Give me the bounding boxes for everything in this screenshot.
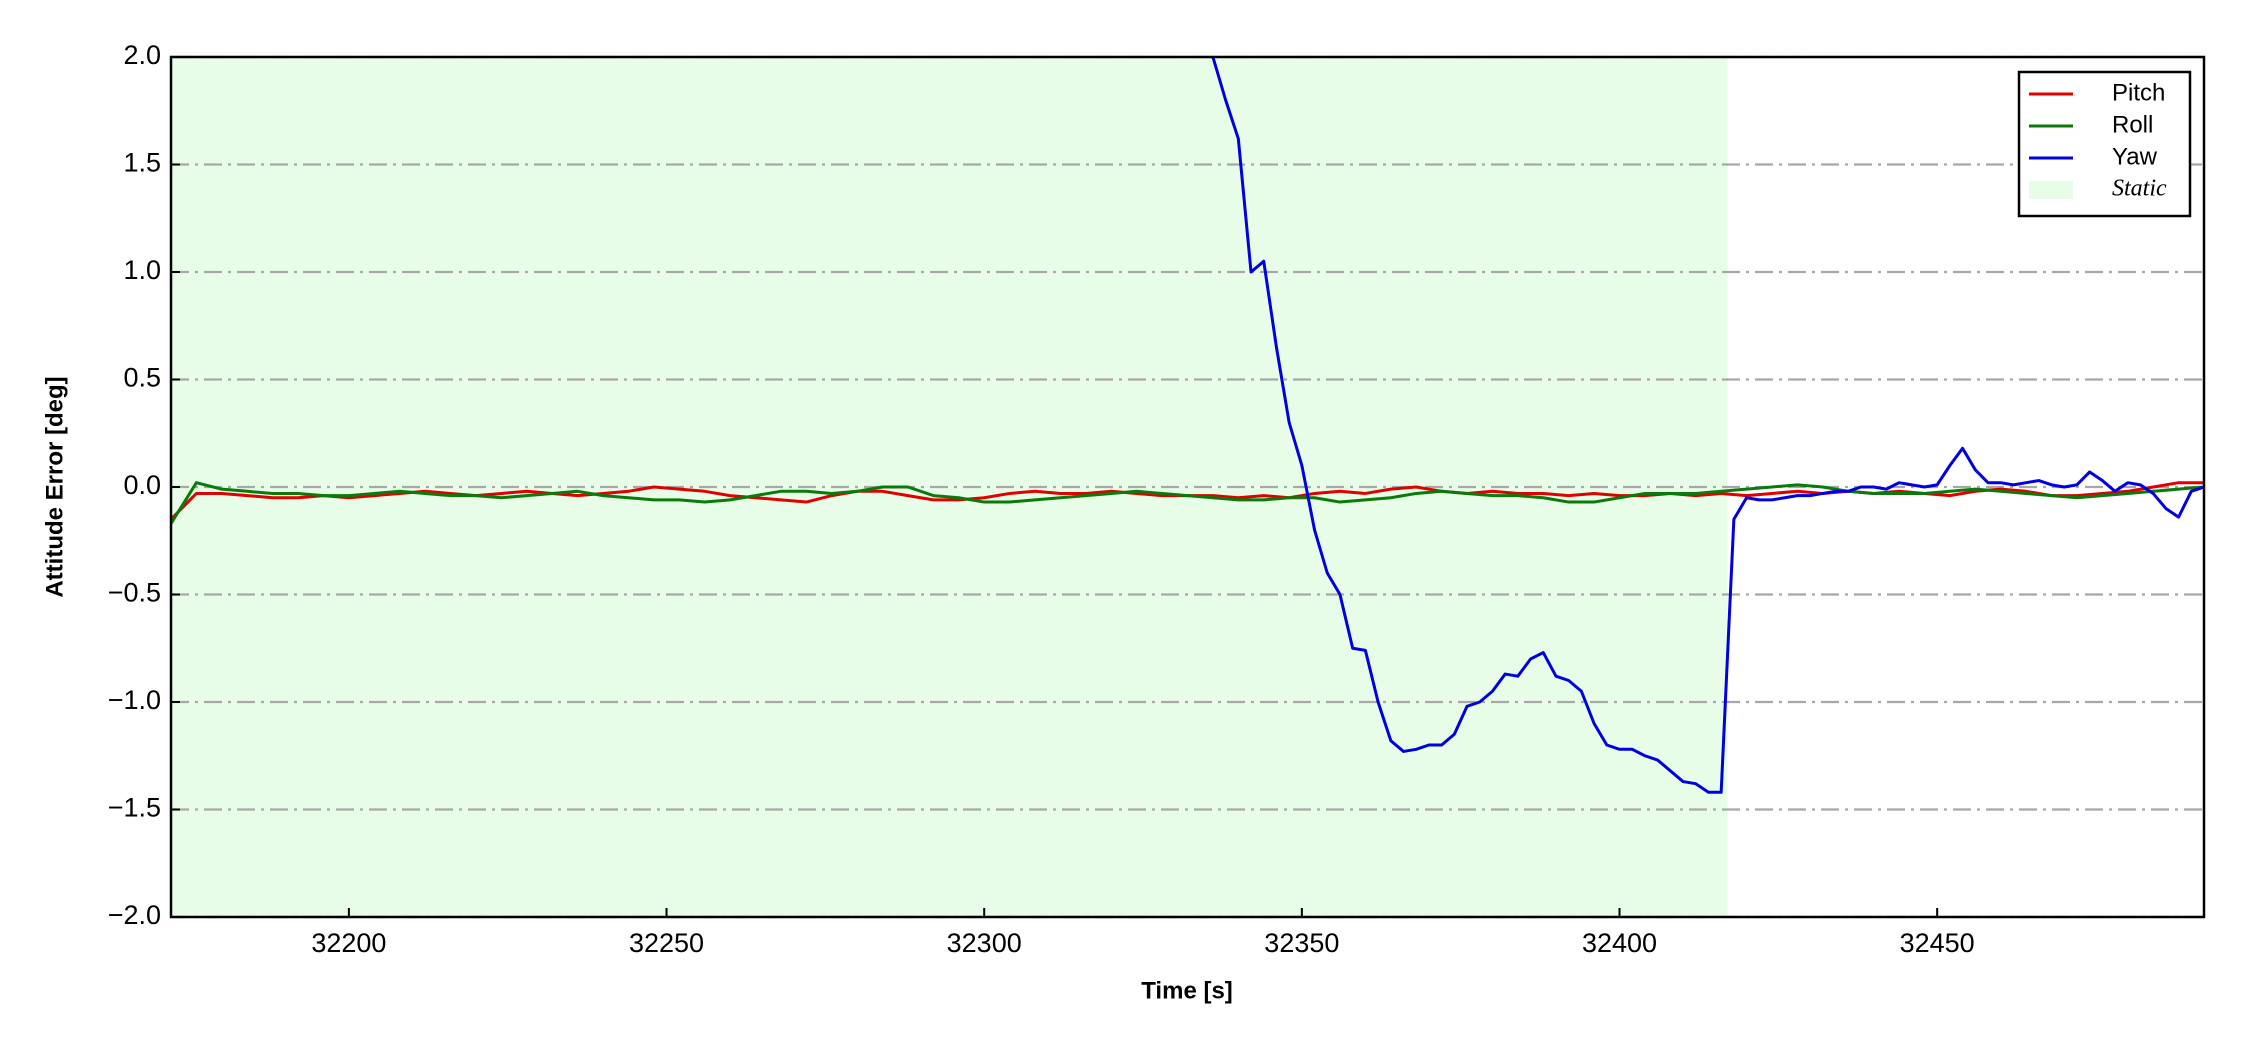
x-tick-label: 32300 [947,928,1022,958]
plot-frame [169,55,2206,919]
y-axis-label: Attitude Error [deg] [41,376,68,597]
y-tick-label: −2.0 [108,900,161,930]
legend-label: Static [2112,176,2167,202]
x-tick-label: 32200 [311,928,386,958]
legend-label: Roll [2112,111,2153,138]
y-tick-label: 0.0 [123,470,161,500]
y-tick-label: −1.0 [108,685,161,715]
y-tick-label: 1.5 [123,148,161,178]
axes: −2.0 −1.5 −1.0 −0.5 0.0 0.5 1.0 1.5 2.0 32200 3225… [108,40,2206,958]
y-tick-label: −0.5 [108,578,161,608]
legend-swatch [2029,181,2073,199]
x-tick-label: 32250 [629,928,704,958]
legend-label: Yaw [2112,143,2158,170]
y-tick-label: 1.0 [123,255,161,285]
y-tick-label: −1.5 [108,793,161,823]
x-axis-label: Time [s] [1141,977,1233,1004]
y-tick-label: 0.5 [123,363,161,393]
series-line [171,481,2204,525]
series-line [1211,57,2204,794]
x-tick-label: 32450 [1900,928,1975,958]
x-tick-label: 32350 [1264,928,1339,958]
x-tick-label: 32400 [1582,928,1657,958]
legend-label: Pitch [2112,79,2165,106]
lines [171,57,2204,794]
legend: Pitch Roll Yaw Static [2017,70,2192,218]
y-tick-label: 2.0 [123,40,161,70]
